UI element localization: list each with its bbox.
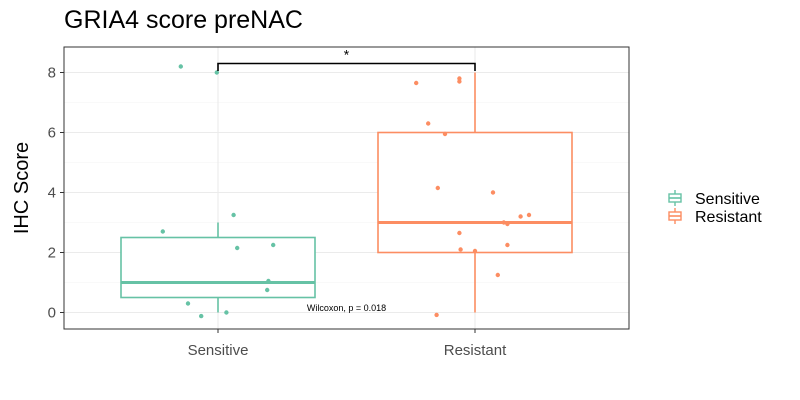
data-point-sensitive (266, 278, 271, 284)
x-tick-label: Resistant (444, 342, 507, 359)
wilcoxon-label: Wilcoxon, p = 0.018 (307, 303, 386, 313)
data-point-resistant (505, 242, 510, 248)
data-point-sensitive (214, 70, 219, 75)
data-point-sensitive (235, 245, 240, 251)
data-point-resistant (442, 131, 448, 137)
data-point-sensitive (231, 212, 236, 218)
data-point-sensitive (178, 64, 183, 69)
legend-label-sensitive: Sensitive (695, 191, 760, 208)
data-point-sensitive (199, 313, 204, 319)
chart-title: GRIA4 score preNAC (64, 6, 303, 34)
boxes (120, 72, 573, 313)
annotations: * Wilcoxon, p = 0.018 (217, 47, 476, 313)
data-point-resistant (434, 312, 439, 318)
data-point-resistant (518, 214, 523, 219)
data-point-resistant (472, 248, 478, 254)
legend-label-resistant: Resistant (695, 209, 762, 226)
data-point-resistant (457, 230, 462, 236)
jitter-points (160, 64, 532, 319)
data-point-sensitive (265, 287, 270, 293)
data-point-resistant (490, 190, 496, 195)
y-tick-label: 8 (48, 65, 56, 82)
y-axis-label: IHC Score (11, 142, 33, 234)
y-tick-label: 4 (48, 185, 56, 202)
data-point-resistant (458, 247, 463, 252)
data-point-sensitive (160, 229, 165, 234)
y-tick-label: 0 (48, 305, 56, 322)
legend-key-resistant (668, 208, 682, 224)
y-tick-label: 6 (48, 125, 56, 142)
significance-bracket (217, 62, 476, 71)
y-tick-label: 2 (48, 245, 56, 262)
legend-key-sensitive (668, 190, 682, 206)
data-point-sensitive (224, 310, 229, 315)
data-point-resistant (505, 221, 510, 227)
panel-border (63, 46, 630, 330)
box-sensitive (120, 236, 316, 299)
data-point-resistant (426, 121, 431, 126)
data-point-resistant (414, 80, 419, 86)
data-point-resistant (457, 79, 462, 84)
data-point-resistant (501, 220, 506, 225)
x-tick-label: Sensitive (188, 342, 249, 359)
significance-star: * (344, 47, 350, 63)
axes: 0 2 4 6 8 Sensitive Resistant (48, 65, 507, 360)
data-point-resistant (495, 272, 500, 278)
box-resistant (377, 131, 573, 254)
data-point-sensitive (271, 242, 276, 248)
data-point-resistant (435, 185, 440, 191)
data-point-sensitive (185, 301, 191, 306)
data-point-resistant (526, 212, 532, 218)
